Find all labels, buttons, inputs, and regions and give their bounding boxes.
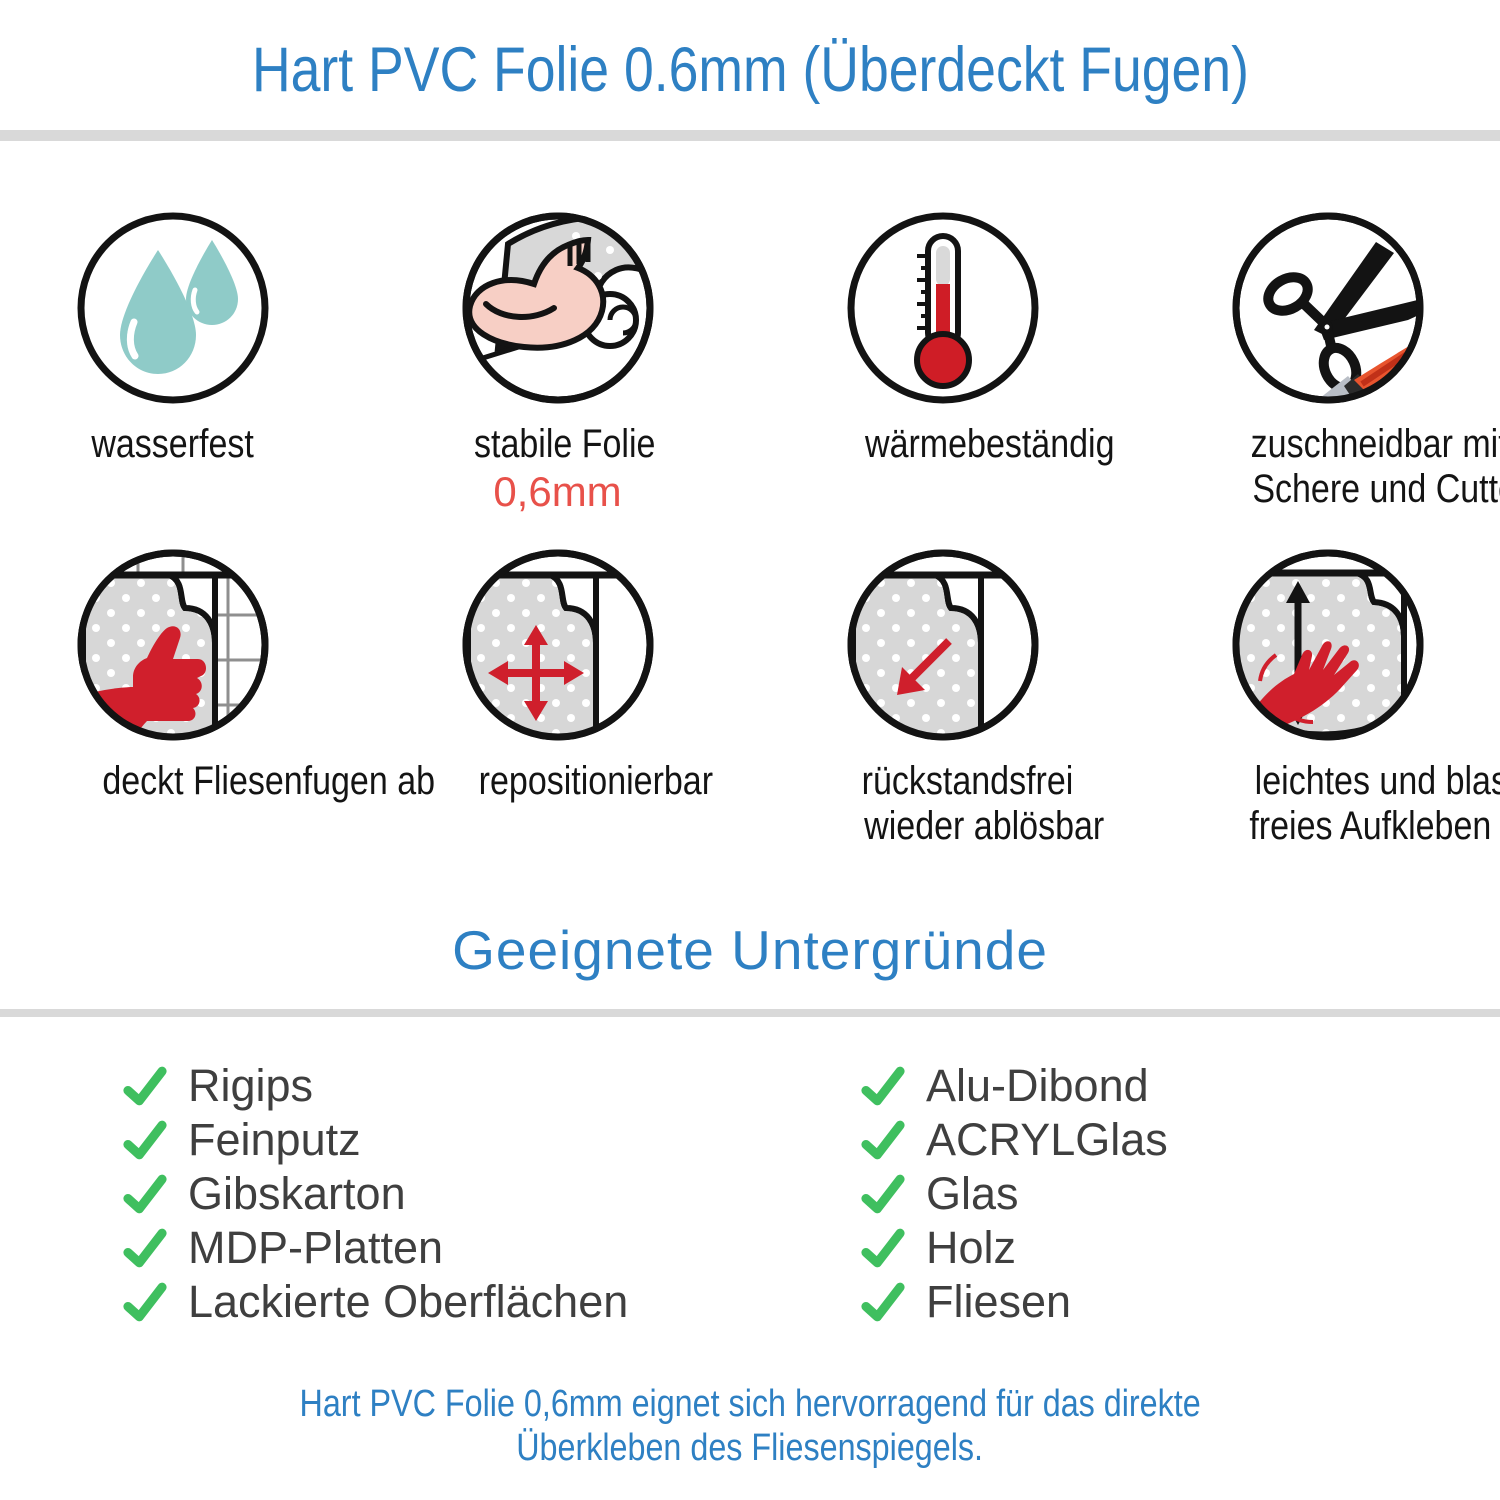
check-icon bbox=[123, 1174, 167, 1214]
subsurface-list-right: Alu-Dibond ACRYLGlas Glas Holz Fliesen bbox=[858, 1060, 1168, 1333]
check-icon bbox=[123, 1228, 167, 1268]
feature-label: rückstandsfrei bbox=[861, 759, 1073, 803]
check-icon bbox=[861, 1282, 905, 1322]
list-item-label: Lackierte Oberflächen bbox=[188, 1276, 629, 1327]
list-item-label: Gibskarton bbox=[188, 1168, 406, 1219]
list-item-label: Rigips bbox=[188, 1060, 314, 1111]
feature-label: stabile Folie bbox=[473, 422, 655, 466]
feature-label-line2: Schere und Cutter bbox=[1251, 467, 1500, 511]
thermometer-icon bbox=[847, 212, 1038, 404]
list-item-label: Glas bbox=[926, 1168, 1019, 1219]
check-icon bbox=[861, 1174, 905, 1214]
feature-zuschneidbar: zuschneidbar mit Schere und Cutter bbox=[1228, 208, 1500, 514]
section-heading: Geeignete Untergründe bbox=[452, 919, 1048, 981]
feature-stabile-folie: stabile Folie 0,6mm bbox=[458, 208, 658, 514]
list-item: MDP-Platten bbox=[120, 1222, 628, 1273]
list-item: Feinputz bbox=[120, 1114, 628, 1165]
list-item-label: MDP-Platten bbox=[188, 1222, 444, 1273]
feature-label: deckt Fliesenfugen ab bbox=[101, 759, 435, 803]
feature-row-1: wasserfest bbox=[0, 208, 1500, 514]
check-icon bbox=[861, 1228, 905, 1268]
list-item-label: Holz bbox=[926, 1222, 1017, 1273]
list-item: ACRYLGlas bbox=[858, 1114, 1168, 1165]
hand-smoothing-foil-icon bbox=[1232, 549, 1423, 741]
feature-label: repositionierbar bbox=[478, 759, 713, 803]
feature-label-line2: freies Aufkleben bbox=[1248, 804, 1491, 848]
feature-wasserfest: wasserfest bbox=[73, 208, 273, 514]
check-icon bbox=[861, 1120, 905, 1160]
page-title: Hart PVC Folie 0.6mm (Überdeckt Fugen) bbox=[0, 34, 1500, 106]
check-icon bbox=[123, 1066, 167, 1106]
check-icon bbox=[123, 1120, 167, 1160]
list-item-label: Fliesen bbox=[926, 1276, 1072, 1327]
feature-row-2: deckt Fliesenfugen ab bbox=[0, 545, 1500, 849]
feature-label: wasserfest bbox=[91, 422, 254, 466]
list-item: Fliesen bbox=[858, 1276, 1168, 1327]
list-item: Rigips bbox=[120, 1060, 628, 1111]
feature-deckt-fliesenfugen: deckt Fliesenfugen ab bbox=[73, 545, 435, 849]
check-icon bbox=[861, 1066, 905, 1106]
footer-note: Hart PVC Folie 0,6mm eignet sich hervorr… bbox=[0, 1382, 1500, 1470]
divider-mid bbox=[0, 1009, 1500, 1017]
list-item-label: Feinputz bbox=[188, 1114, 361, 1165]
feature-repositionierbar: repositionierbar bbox=[458, 545, 713, 849]
peel-arrow-foil-icon bbox=[847, 549, 1038, 741]
list-item: Alu-Dibond bbox=[858, 1060, 1168, 1111]
footer-note-line1: Hart PVC Folie 0,6mm eignet sich hervorr… bbox=[299, 1383, 1201, 1425]
page-title-text: Hart PVC Folie 0.6mm (Überdeckt Fugen) bbox=[251, 35, 1249, 105]
feature-label: wärmebeständig bbox=[864, 422, 1114, 466]
feature-note-thickness: 0,6mm bbox=[493, 468, 622, 515]
list-item: Lackierte Oberflächen bbox=[120, 1276, 629, 1327]
scissors-cutter-icon bbox=[1232, 212, 1423, 404]
list-item-label: Alu-Dibond bbox=[926, 1060, 1149, 1111]
water-drops-icon bbox=[77, 212, 268, 404]
muscle-arm-foil-icon bbox=[462, 212, 653, 404]
feature-waermebestaendig: wärmebeständig bbox=[843, 208, 1114, 514]
list-item: Holz bbox=[858, 1222, 1168, 1273]
feature-label: zuschneidbar mit bbox=[1250, 422, 1500, 466]
check-icon bbox=[123, 1282, 167, 1322]
feature-leichtes-aufkleben: leichtes und blasen- freies Aufkleben bbox=[1228, 545, 1500, 849]
feature-label-line2: wieder ablösbar bbox=[863, 804, 1104, 848]
thumbs-up-tile-foil-icon bbox=[77, 549, 268, 741]
footer-note-line2: Überkleben des Fliesenspiegels. bbox=[516, 1427, 984, 1469]
subsurface-list-left: Rigips Feinputz Gibskarton MDP-Platten L… bbox=[120, 1060, 629, 1333]
list-item-label: ACRYLGlas bbox=[926, 1114, 1168, 1165]
list-item: Gibskarton bbox=[120, 1168, 628, 1219]
feature-label: leichtes und blasen- bbox=[1254, 759, 1500, 803]
list-item: Glas bbox=[858, 1168, 1168, 1219]
divider-top bbox=[0, 130, 1500, 141]
feature-rueckstandsfrei: rückstandsfrei wieder ablösbar bbox=[843, 545, 1104, 849]
move-arrows-foil-icon bbox=[462, 549, 653, 741]
